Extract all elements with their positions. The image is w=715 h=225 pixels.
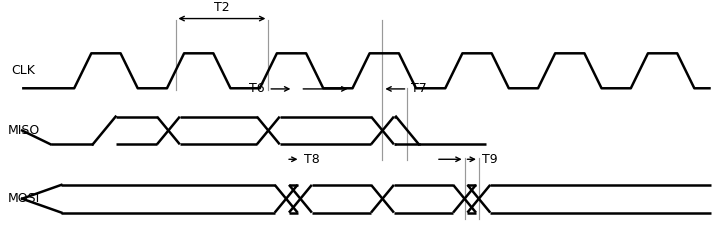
Text: MISO: MISO	[8, 124, 40, 137]
Text: T7: T7	[411, 82, 427, 95]
Text: T2: T2	[214, 1, 230, 14]
Text: T8: T8	[304, 153, 320, 166]
Text: CLK: CLK	[11, 64, 35, 77]
Text: T6: T6	[249, 82, 265, 95]
Text: T9: T9	[483, 153, 498, 166]
Text: MOSI: MOSI	[8, 192, 40, 205]
